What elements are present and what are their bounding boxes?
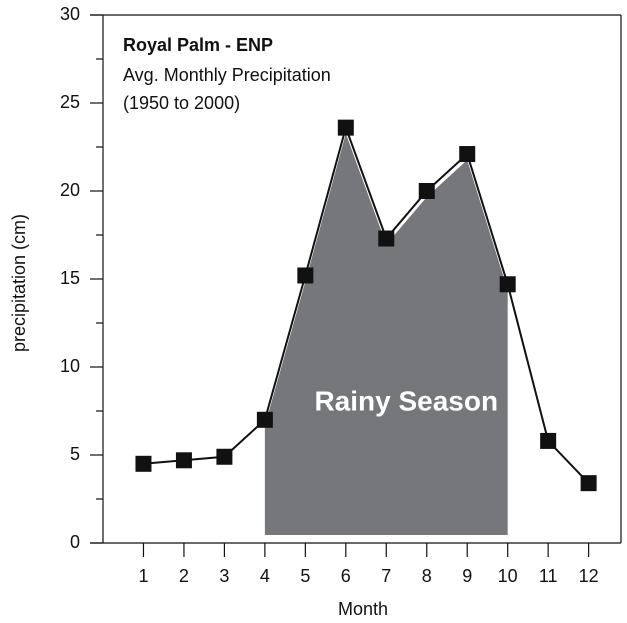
chart-subtitle: Avg. Monthly Precipitation	[123, 65, 331, 85]
x-tick-label: 12	[579, 566, 599, 586]
marker	[378, 230, 395, 247]
marker	[297, 267, 314, 284]
y-tick-label: 5	[70, 444, 80, 464]
x-tick-label: 6	[341, 566, 351, 586]
marker	[256, 411, 273, 428]
marker	[459, 146, 476, 163]
region-label: Rainy Season	[314, 385, 498, 416]
y-tick-label: 10	[60, 356, 80, 376]
x-tick-label: 4	[260, 566, 270, 586]
x-axis-label: Month	[338, 599, 388, 619]
x-tick-label: 3	[219, 566, 229, 586]
shaded-region	[264, 133, 508, 535]
x-tick-label: 5	[300, 566, 310, 586]
marker	[216, 448, 233, 465]
y-tick-label: 25	[60, 92, 80, 112]
marker	[540, 432, 557, 449]
x-tick-label: 9	[462, 566, 472, 586]
chart-title: Royal Palm - ENP	[123, 35, 273, 55]
marker	[135, 455, 152, 472]
x-tick-label: 8	[422, 566, 432, 586]
marker	[499, 276, 516, 293]
x-tick-label: 10	[498, 566, 518, 586]
y-tick-label: 0	[70, 532, 80, 552]
chart-subtitle: (1950 to 2000)	[123, 93, 240, 113]
x-tick-label: 1	[138, 566, 148, 586]
marker	[175, 452, 192, 469]
marker	[337, 119, 354, 136]
marker	[418, 183, 435, 199]
y-tick-label: 30	[60, 4, 80, 24]
x-tick-label: 11	[539, 566, 558, 586]
y-tick-label: 15	[60, 268, 80, 288]
y-tick-label: 20	[60, 180, 80, 200]
marker	[580, 475, 597, 492]
x-tick-label: 7	[381, 566, 391, 586]
x-tick-label: 2	[179, 566, 189, 586]
y-axis-label: precipitation (cm)	[9, 214, 29, 352]
